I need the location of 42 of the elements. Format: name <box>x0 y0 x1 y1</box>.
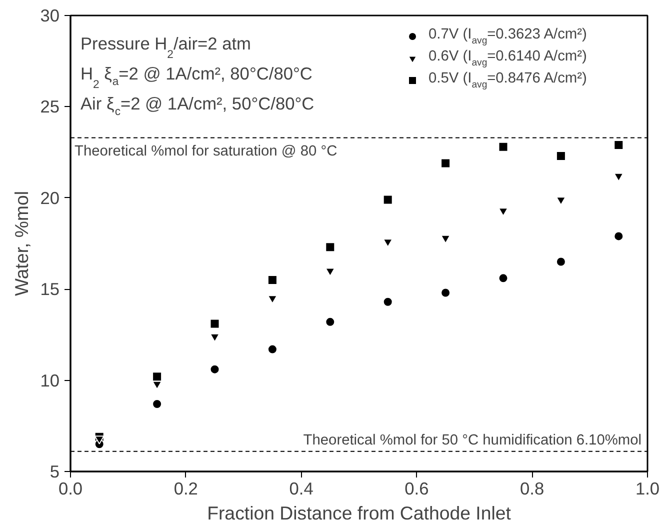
x-axis-title: Fraction Distance from Cathode Inlet <box>207 502 512 524</box>
x-tick-label: 0.0 <box>58 478 83 498</box>
y-tick-label: 5 <box>50 462 60 482</box>
point <box>440 158 451 168</box>
point <box>498 142 508 152</box>
point <box>152 372 162 382</box>
x-tick-label: 1.0 <box>635 478 660 498</box>
point <box>267 274 278 285</box>
point <box>556 196 566 206</box>
point <box>614 140 624 150</box>
y-tick-label: 30 <box>40 6 60 26</box>
ref-line-label: Theoretical %mol for saturation @ 80 °C <box>74 144 338 160</box>
point <box>210 364 220 374</box>
point <box>267 344 278 354</box>
ref-line-label: Theoretical %mol for 50 °C humidification 6.10%mol <box>303 432 642 448</box>
x-tick-label: 0.6 <box>404 478 429 498</box>
y-tick-label: 25 <box>40 96 60 117</box>
point <box>325 242 336 252</box>
point <box>382 194 393 205</box>
y-axis-title: Water, %mol <box>11 190 32 296</box>
point <box>210 318 220 329</box>
point <box>614 172 624 182</box>
point <box>498 208 508 216</box>
point <box>440 234 451 244</box>
point <box>210 333 220 342</box>
y-tick-label: 15 <box>40 279 60 300</box>
point <box>267 295 278 304</box>
point <box>382 238 393 248</box>
x-tick-label: 0.8 <box>520 478 544 498</box>
point <box>382 296 393 307</box>
x-tick-label: 0.2 <box>174 478 198 498</box>
point <box>440 288 451 298</box>
point <box>498 273 508 284</box>
point <box>556 150 566 161</box>
point <box>94 436 104 444</box>
x-tick-label: 0.4 <box>289 478 314 498</box>
y-tick-label: 10 <box>40 370 60 390</box>
point <box>152 399 162 410</box>
point <box>614 231 624 242</box>
point <box>325 316 336 327</box>
point <box>556 256 566 267</box>
y-tick-label: 20 <box>40 188 60 208</box>
